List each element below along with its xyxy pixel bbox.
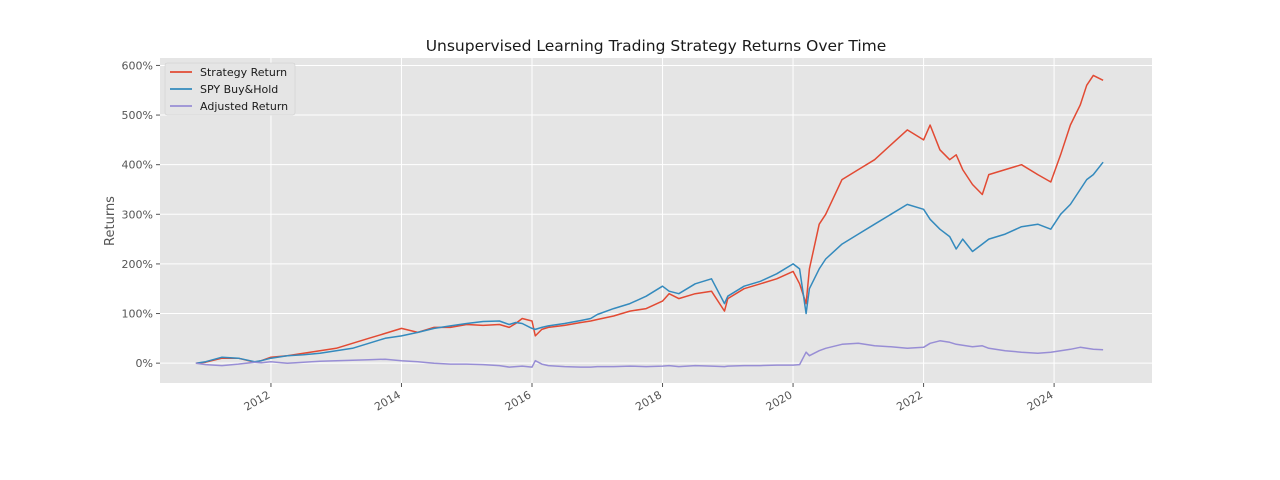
plot-area <box>160 58 1152 383</box>
y-tick-label: 200% <box>122 258 153 271</box>
x-tick-label: 2012 <box>242 388 273 413</box>
series-line-1 <box>195 161 1104 364</box>
y-tick-label: 300% <box>122 208 153 221</box>
grid-lines <box>160 58 1152 383</box>
x-tick-label: 2024 <box>1025 388 1056 413</box>
y-tick-label: 500% <box>122 109 153 122</box>
legend-label-1: SPY Buy&Hold <box>200 83 278 96</box>
legend: Strategy Return SPY Buy&Hold Adjusted Retu… <box>164 62 296 116</box>
series-line-2 <box>195 340 1104 368</box>
x-axis-ticks: 2012 2014 2016 2018 2020 2022 2024 <box>242 383 1056 414</box>
x-tick-label: 2018 <box>633 388 664 413</box>
x-tick-label: 2020 <box>764 388 795 413</box>
y-tick-label: 100% <box>122 308 153 321</box>
series-lines <box>195 74 1104 368</box>
y-axis-label: Returns <box>103 196 118 246</box>
legend-label-0: Strategy Return <box>200 66 287 79</box>
x-tick-label: 2016 <box>503 388 534 413</box>
y-tick-label: 0% <box>136 357 153 370</box>
series-line-0 <box>195 74 1104 364</box>
y-tick-label: 600% <box>122 59 153 72</box>
x-tick-label: 2014 <box>372 388 403 413</box>
chart-title: Unsupervised Learning Trading Strategy R… <box>426 37 887 55</box>
y-axis-ticks: 0% 100% 200% 300% 400% 500% 600% <box>122 59 160 370</box>
y-tick-label: 400% <box>122 159 153 172</box>
legend-label-2: Adjusted Return <box>200 100 288 113</box>
legend-box <box>164 62 296 116</box>
x-tick-label: 2022 <box>894 388 925 413</box>
